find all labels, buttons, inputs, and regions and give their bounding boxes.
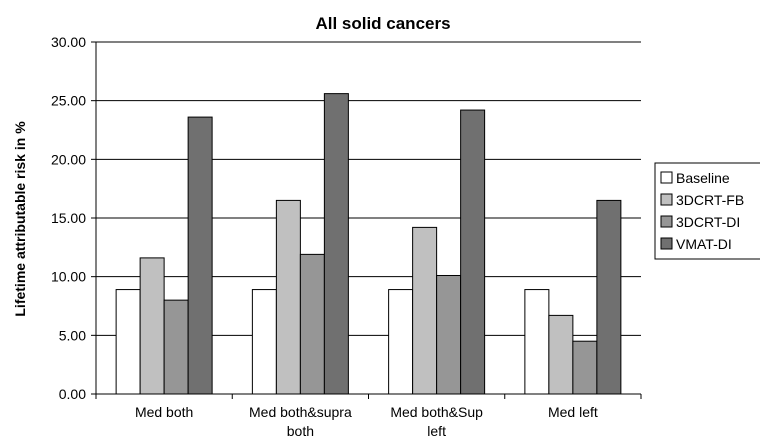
y-tick-labels: 0.00 5.00 10.00 15.00 20.00 25.00 30.00 [51,34,86,402]
bar-vmat-di [460,109,486,395]
y-tick-label: 0.00 [59,386,86,402]
bar-3dcrt-di [299,253,325,395]
x-category-label: Med left [548,404,598,420]
legend-label: 3DCRT-DI [676,214,740,230]
bar-vmat-di [596,199,622,395]
bar-3dcrt-fb [275,199,301,395]
bar-baseline [524,289,550,395]
y-tick-label: 25.00 [51,93,86,109]
legend-swatch [660,171,673,184]
bar-3dcrt-di [572,340,598,395]
bar-baseline [115,289,141,395]
bar-3dcrt-fb [548,314,574,395]
legend-label: Baseline [676,170,730,186]
legend-swatch [660,193,673,206]
legend-swatch [660,215,673,228]
y-tick-label: 5.00 [59,327,86,343]
legend-label: VMAT-DI [676,236,732,252]
legend: Baseline 3DCRT-FB 3DCRT-DI VMAT-DI [654,162,760,260]
x-category-label: Med both&Sup [390,404,483,420]
bar-baseline [251,289,277,395]
legend-swatch [660,237,673,250]
x-category-label: Med both&supra [249,404,352,420]
x-category-label: both [287,423,314,439]
y-tick-label: 10.00 [51,269,86,285]
x-category-label: left [427,423,446,439]
legend-label: 3DCRT-FB [676,192,744,208]
bar-3dcrt-fb [139,257,165,395]
gridlines [96,41,641,336]
bars [115,93,622,395]
bar-baseline [388,289,414,395]
bar-3dcrt-di [436,274,462,395]
y-tick-label: 30.00 [51,34,86,50]
bar-vmat-di [323,93,349,395]
y-axis-label: Lifetime attributable risk in % [12,121,28,317]
bar-3dcrt-di [163,299,189,395]
chart-title: All solid cancers [315,14,450,33]
bar-vmat-di [187,116,213,395]
x-category-label: Med both [135,404,193,420]
y-tick-label: 20.00 [51,151,86,167]
axes [91,41,642,399]
x-category-labels: Med both Med both&supra both Med both&Sup le… [135,404,598,439]
y-tick-label: 15.00 [51,210,86,226]
bar-3dcrt-fb [412,226,438,395]
